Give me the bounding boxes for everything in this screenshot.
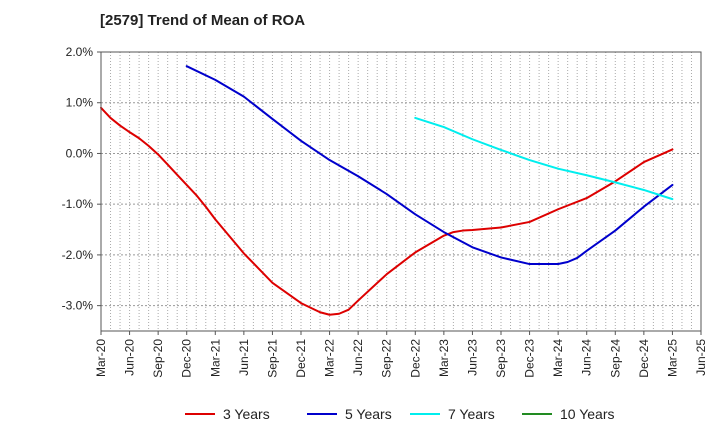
legend: 3 Years 5 Years 7 Years 10 Years xyxy=(185,406,615,422)
x-tick-label: Mar-23 xyxy=(437,339,451,377)
legend-label: 10 Years xyxy=(560,406,615,422)
legend-label: 5 Years xyxy=(345,406,392,422)
legend-label: 7 Years xyxy=(448,406,495,422)
series-line-7-years xyxy=(414,116,674,201)
y-tick-label: 1.0% xyxy=(66,96,94,110)
y-tick-label: -1.0% xyxy=(62,197,94,211)
series-line-5-years xyxy=(185,65,674,266)
x-tick-label: Dec-23 xyxy=(523,339,537,378)
x-tick-label: Jun-21 xyxy=(237,339,251,376)
x-tick-label: Sep-21 xyxy=(265,339,279,378)
x-tick-label: Mar-25 xyxy=(665,339,679,377)
plot-area xyxy=(101,52,701,331)
y-tick-label: 0.0% xyxy=(66,146,94,160)
y-tick-label: -2.0% xyxy=(62,248,94,262)
x-tick-label: Sep-23 xyxy=(494,339,508,378)
x-tick-label: Jun-25 xyxy=(694,339,708,376)
chart-title: [2579] Trend of Mean of ROA xyxy=(100,12,306,29)
y-axis: 2.0% 1.0% 0.0% -1.0% -2.0% -3.0% xyxy=(62,45,101,313)
series-group xyxy=(100,65,674,316)
y-tick-label: -3.0% xyxy=(62,299,94,313)
series-line-3-years xyxy=(100,106,674,316)
x-tick-label: Mar-24 xyxy=(551,339,565,377)
x-tick-label: Dec-21 xyxy=(294,339,308,378)
x-tick-label: Mar-20 xyxy=(94,339,108,377)
x-tick-label: Sep-24 xyxy=(608,339,622,378)
x-tick-label: Jun-24 xyxy=(580,339,594,376)
plot-frame xyxy=(100,51,702,332)
x-tick-label: Jun-23 xyxy=(465,339,479,376)
x-tick-label: Dec-22 xyxy=(408,339,422,378)
x-axis: Mar-20 Jun-20 Sep-20 Dec-20 Mar-21 Jun-21 Sep-… xyxy=(94,331,708,378)
x-tick-label: Sep-20 xyxy=(151,339,165,378)
x-tick-label: Mar-22 xyxy=(323,339,337,377)
legend-label: 3 Years xyxy=(223,406,270,422)
x-tick-label: Jun-22 xyxy=(351,339,365,376)
y-tick-label: 2.0% xyxy=(66,45,94,59)
x-tick-label: Jun-20 xyxy=(123,339,137,376)
x-tick-label: Mar-21 xyxy=(208,339,222,377)
x-tick-label: Dec-20 xyxy=(180,339,194,378)
x-tick-label: Sep-22 xyxy=(380,339,394,378)
x-tick-label: Dec-24 xyxy=(637,339,651,378)
